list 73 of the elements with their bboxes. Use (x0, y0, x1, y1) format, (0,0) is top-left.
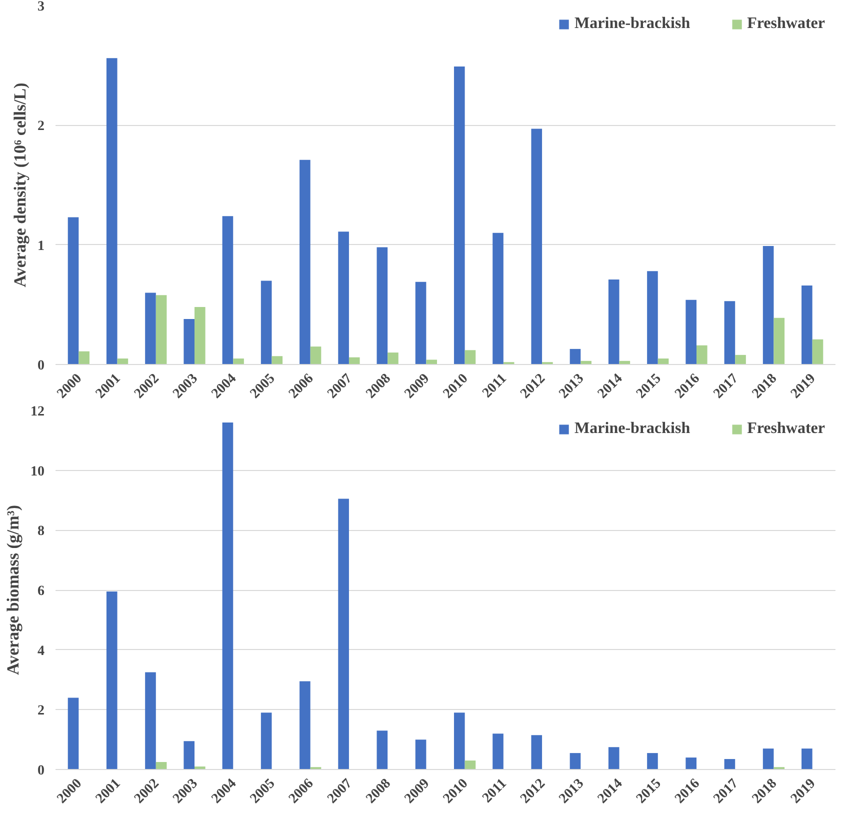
bar (735, 354, 746, 364)
bar (696, 345, 708, 364)
bar (570, 348, 581, 364)
bar (724, 759, 736, 770)
bar (492, 734, 504, 770)
y-tick-label: 0 (38, 358, 44, 374)
bar (388, 352, 398, 364)
bar (802, 286, 812, 364)
y-tick-label: 1 (38, 238, 44, 254)
bar (310, 346, 322, 364)
bar (184, 319, 195, 364)
bar (464, 760, 476, 770)
bar (454, 712, 465, 770)
bar (376, 730, 388, 770)
bar (78, 351, 90, 364)
bar (531, 735, 542, 770)
bar (647, 753, 658, 770)
bar (531, 128, 542, 364)
y-tick-label: 3 (38, 0, 44, 14)
bar (145, 672, 156, 770)
bar (272, 356, 283, 364)
bar (338, 498, 349, 770)
bar (686, 758, 696, 770)
y-tick-label: 6 (38, 584, 44, 599)
y-tick-label: 2 (38, 704, 44, 719)
bar (724, 301, 736, 364)
bar (68, 698, 79, 770)
bar (300, 160, 310, 364)
bar (774, 318, 785, 364)
bar (68, 217, 79, 364)
y-tick-label: 2 (38, 119, 44, 134)
legend-label: Freshwater (747, 420, 825, 438)
bar (647, 271, 658, 364)
y-axis-title: Average density (10⁶ cells/L) (10, 82, 30, 288)
bar (184, 741, 195, 770)
bar (156, 295, 167, 364)
bar (608, 747, 620, 770)
y-tick-label: 12 (30, 404, 44, 420)
bar (426, 360, 438, 364)
bar (233, 358, 244, 364)
bar (156, 762, 167, 770)
bar (812, 339, 824, 364)
bar (260, 280, 272, 364)
bar (762, 748, 774, 770)
bar (145, 292, 156, 364)
y-axis-title: Average biomass (g/m³) (4, 504, 22, 676)
legend-label: Freshwater (747, 15, 825, 33)
bar (222, 216, 234, 364)
bar (570, 753, 581, 770)
bar (300, 681, 310, 770)
bar (762, 246, 774, 364)
bar (106, 591, 118, 770)
bar (802, 748, 812, 770)
y-tick-label: 10 (30, 464, 44, 480)
y-tick-label: 8 (38, 524, 44, 540)
bar (608, 280, 620, 364)
bar (415, 282, 426, 364)
bar (222, 422, 234, 770)
bar (348, 357, 360, 364)
legend-label: Marine-brackish (574, 420, 690, 438)
bar (194, 307, 206, 364)
bar (260, 712, 272, 770)
bar (686, 300, 696, 364)
y-tick-label: 0 (38, 764, 44, 778)
bar (106, 58, 118, 364)
bar (376, 247, 388, 364)
bar (464, 350, 476, 364)
bar (492, 232, 504, 364)
legend-label: Marine-brackish (574, 15, 690, 33)
bar (454, 66, 465, 364)
bar (338, 232, 349, 364)
bar (415, 740, 426, 770)
y-tick-label: 4 (38, 644, 44, 659)
